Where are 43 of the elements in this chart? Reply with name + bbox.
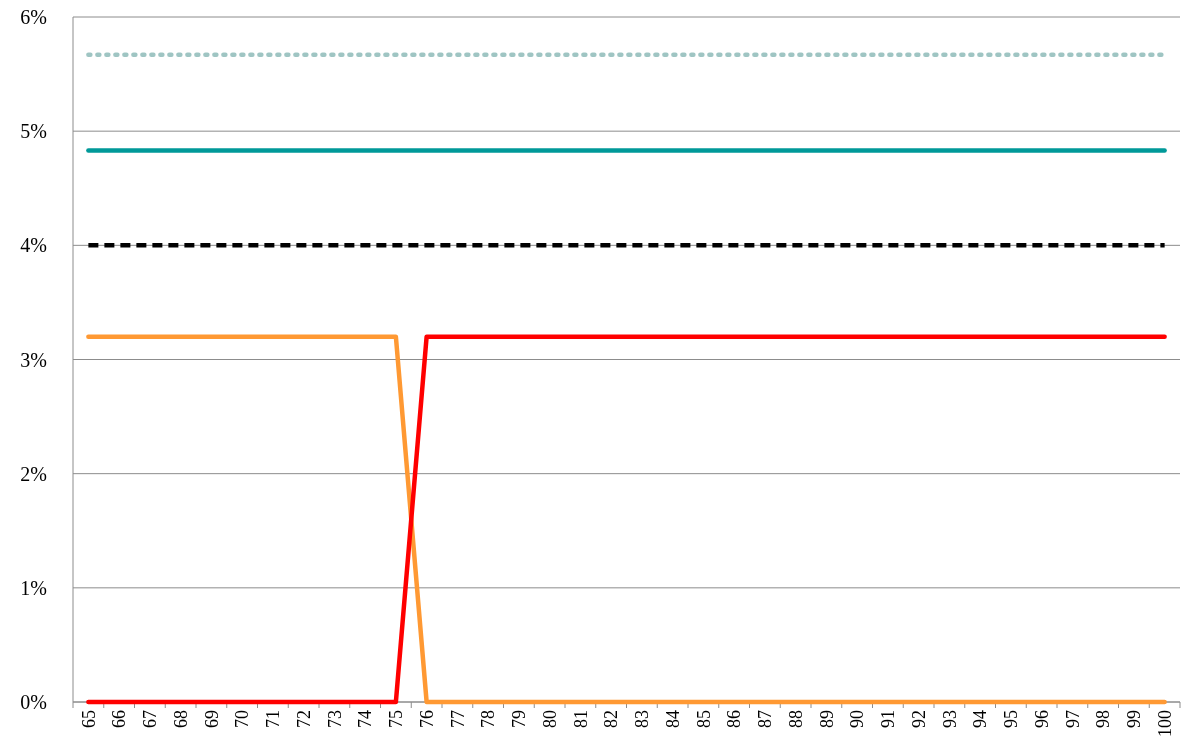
x-tick-label: 75	[386, 710, 407, 728]
x-tick-label: 66	[109, 710, 130, 728]
x-tick-label: 81	[570, 710, 591, 728]
x-tick-label: 99	[1124, 710, 1145, 728]
y-tick-label: 5%	[20, 120, 47, 143]
x-tick-label: 80	[539, 710, 560, 728]
y-tick-label: 1%	[20, 576, 47, 599]
x-tick-label: 87	[755, 710, 776, 728]
x-tick-label: 70	[232, 710, 253, 728]
x-tick-label: 98	[1093, 710, 1114, 728]
x-tick-label: 85	[693, 710, 714, 728]
x-tick-label: 96	[1031, 710, 1052, 728]
x-tick-label: 79	[509, 710, 530, 728]
x-tick-label: 76	[416, 710, 437, 728]
y-tick-label: 2%	[20, 462, 47, 485]
y-tick-label: 0%	[20, 691, 47, 713]
x-tick-label: 71	[263, 710, 284, 728]
x-tick-label: 82	[601, 710, 622, 728]
y-tick-label: 6%	[20, 6, 47, 28]
x-tick-label: 65	[78, 710, 99, 728]
x-tick-label: 83	[632, 710, 653, 728]
x-tick-label: 95	[1001, 710, 1022, 728]
x-tick-label: 91	[878, 710, 899, 728]
y-tick-label: 3%	[20, 348, 47, 371]
x-tick-label: 90	[847, 710, 868, 728]
x-tick-label: 74	[355, 710, 376, 728]
y-tick-label: 4%	[20, 234, 47, 257]
x-tick-label: 86	[724, 710, 745, 728]
x-tick-label: 94	[970, 710, 991, 728]
x-tick-label: 73	[324, 710, 345, 728]
x-tick-label: 100	[1154, 710, 1175, 737]
x-tick-label: 68	[170, 710, 191, 728]
x-tick-label: 93	[939, 710, 960, 728]
x-tick-label: 72	[293, 710, 314, 728]
x-tick-label: 78	[478, 710, 499, 728]
x-tick-label: 88	[785, 710, 806, 728]
x-tick-label: 89	[816, 710, 837, 728]
x-tick-label: 84	[662, 710, 683, 728]
x-tick-label: 92	[908, 710, 929, 728]
x-tick-label: 77	[447, 710, 468, 728]
x-tick-label: 67	[140, 710, 161, 728]
x-tick-label: 97	[1062, 710, 1083, 728]
x-tick-label: 69	[201, 710, 222, 728]
